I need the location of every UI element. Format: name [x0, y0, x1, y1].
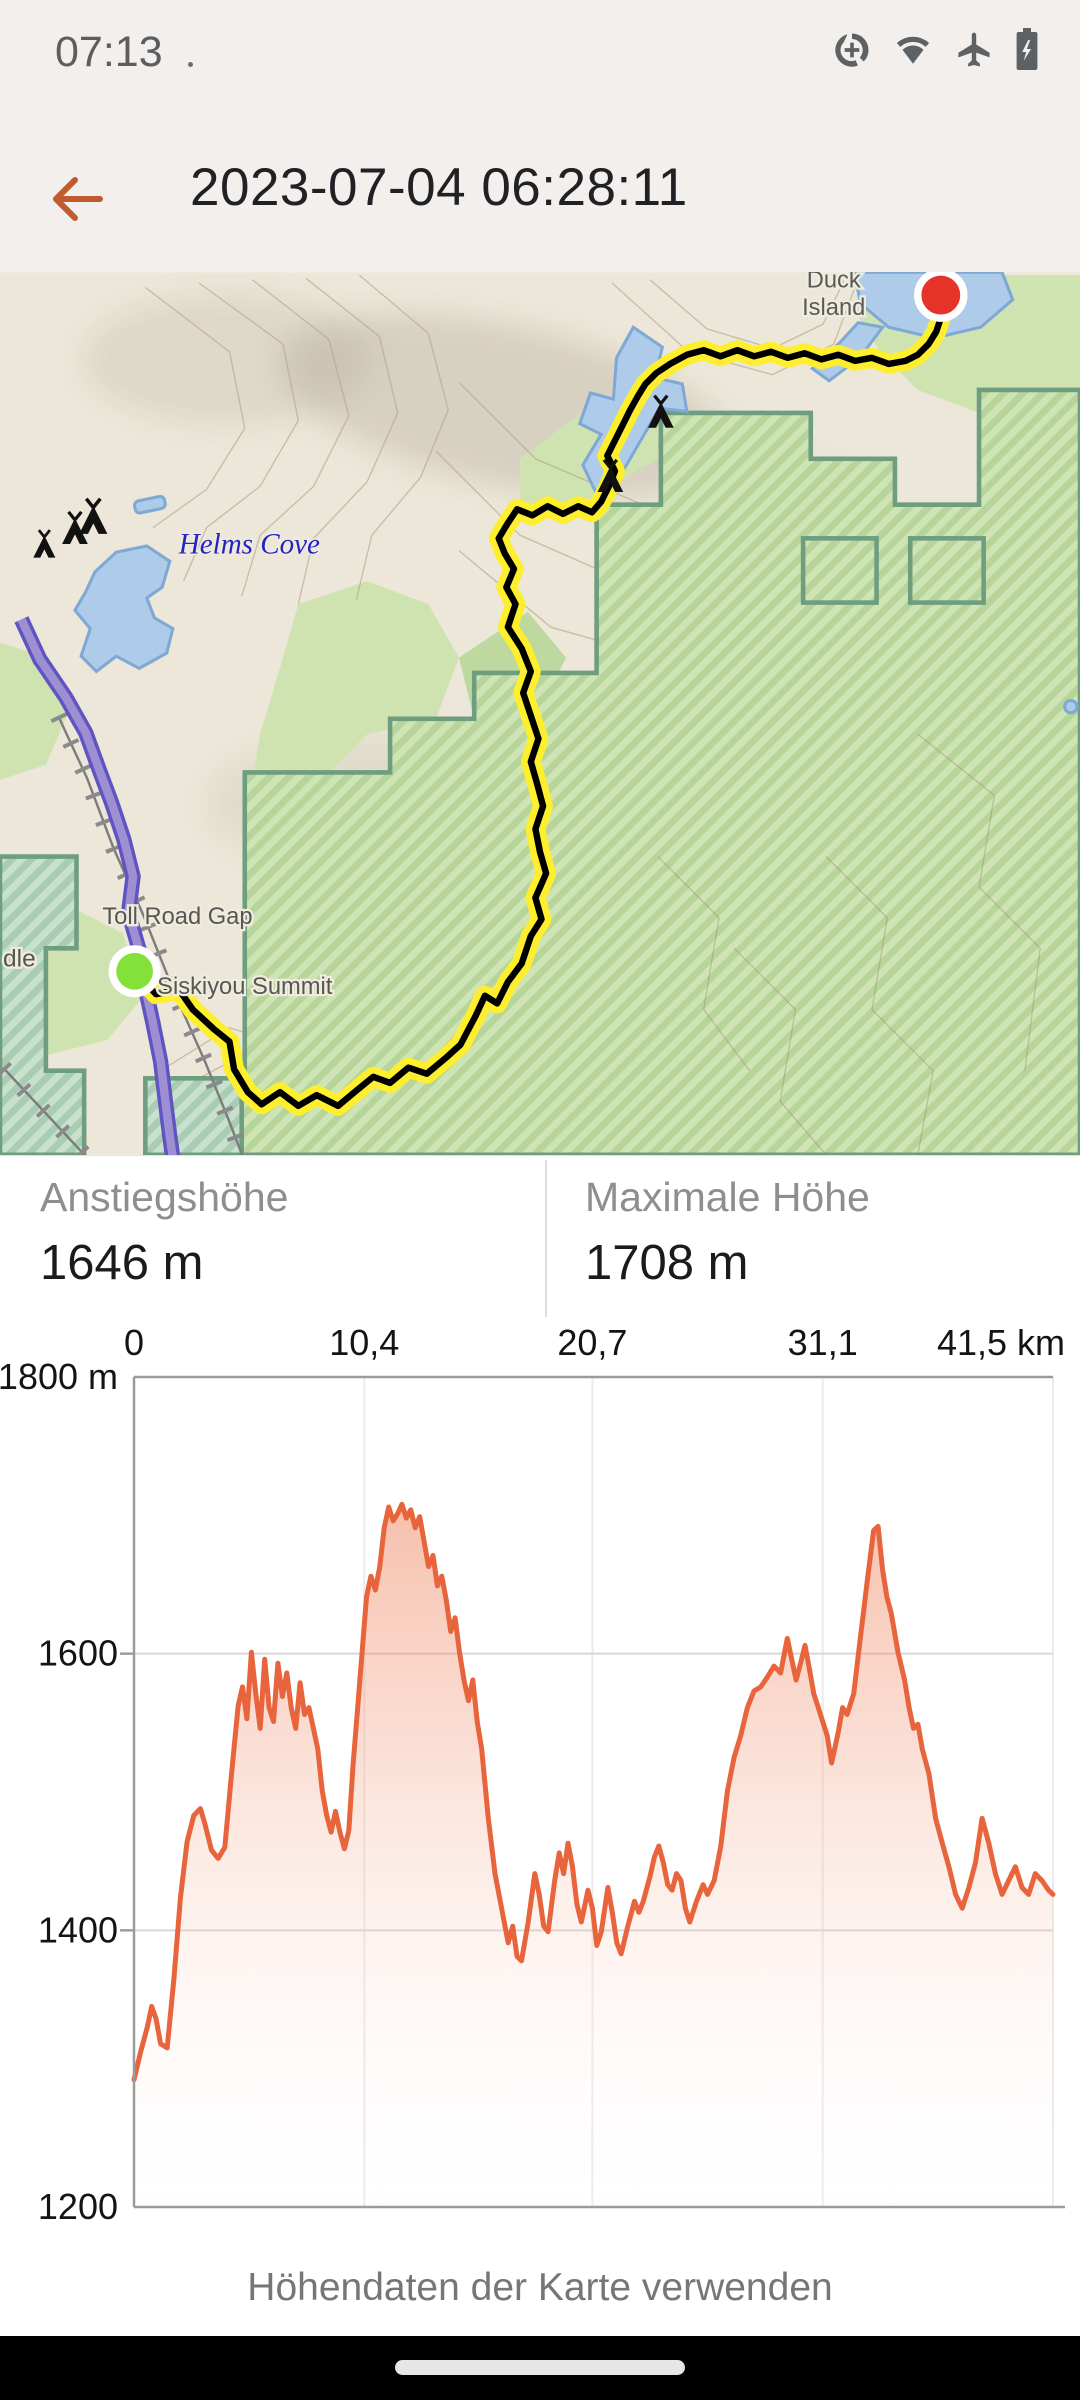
chart-elevation-series [131, 1501, 1056, 2207]
svg-text:1400: 1400 [38, 1909, 118, 1950]
map-canvas: Helms Cove Toll Road Gap Siskiyou Summit… [0, 272, 1080, 1155]
use-map-elevation-action[interactable]: Höhendaten der Karte verwenden [0, 2240, 1080, 2336]
chart-axis-labels: 0 10,4 20,7 31,1 41,5 km 1800 m 1600 1400 1200 [0, 1322, 1065, 2227]
stats-section: Anstiegshöhe 1646 m Maximale Höhe 1708 m [0, 1156, 1080, 1317]
label-helms-cove: Helms Cove [178, 529, 320, 561]
map-protected-areas [0, 387, 1080, 1155]
railway-line [0, 712, 252, 1155]
data-saver-icon [830, 28, 874, 72]
svg-text:1600: 1600 [38, 1633, 118, 1674]
stat-max-elevation-label: Maximale Höhe [585, 1174, 870, 1220]
pond-east [1063, 698, 1079, 715]
svg-text:10,4: 10,4 [329, 1322, 399, 1363]
gesture-navigation-bar [0, 2336, 1080, 2400]
stat-max-elevation: Maximale Höhe 1708 m [585, 1156, 1045, 1317]
map-labels: Helms Cove Toll Road Gap Siskiyou Summit… [1, 272, 868, 1003]
map-contours-east [657, 733, 1041, 1155]
stat-ascent-label: Anstiegshöhe [40, 1174, 289, 1220]
map-view[interactable]: Helms Cove Toll Road Gap Siskiyou Summit… [0, 272, 1080, 1156]
stat-max-elevation-value: 1708 m [585, 1236, 749, 1290]
label-island-line2: Island [802, 295, 865, 321]
stat-ascent: Anstiegshöhe 1646 m [40, 1156, 500, 1317]
status-icons [830, 0, 1042, 100]
label-siskiyou-summit: Siskiyou Summit [157, 974, 333, 1000]
pond-small [133, 494, 167, 515]
chart-axes [120, 1375, 1065, 2209]
end-marker [921, 275, 961, 315]
lake-helms-cove [73, 544, 175, 674]
svg-text:0: 0 [124, 1322, 144, 1363]
page-title: 2023-07-04 06:28:11 [190, 158, 688, 217]
track-markers [108, 272, 968, 998]
back-button[interactable] [44, 166, 110, 232]
battery-charging-icon [1012, 26, 1042, 74]
home-indicator-pill[interactable] [395, 2360, 685, 2375]
status-time: 07:13 [55, 28, 163, 76]
status-bar: 07:13 [0, 0, 1080, 100]
label-road-partial: dle [3, 946, 36, 973]
highway-road [14, 616, 181, 1155]
svg-text:1200: 1200 [38, 2186, 118, 2227]
notification-dot-icon [188, 62, 193, 67]
stat-ascent-value: 1646 m [40, 1236, 204, 1290]
airplane-mode-icon [952, 28, 996, 72]
app-bar: 2023-07-04 06:28:11 [0, 100, 1080, 272]
label-toll-road-gap: Toll Road Gap [102, 904, 252, 930]
start-marker [116, 952, 153, 990]
label-island-line1: Duck [807, 272, 861, 293]
svg-text:31,1: 31,1 [788, 1322, 858, 1363]
svg-text:1800 m: 1800 m [0, 1356, 118, 1397]
elevation-chart: 0 10,4 20,7 31,1 41,5 km 1800 m 1600 1400 1200 [0, 1322, 1065, 2227]
svg-text:41,5 km: 41,5 km [937, 1322, 1065, 1363]
gps-track [124, 292, 953, 1116]
gps-track-line [131, 299, 946, 1110]
stats-divider [545, 1160, 547, 1317]
svg-text:20,7: 20,7 [557, 1322, 627, 1363]
wifi-icon [890, 28, 936, 72]
